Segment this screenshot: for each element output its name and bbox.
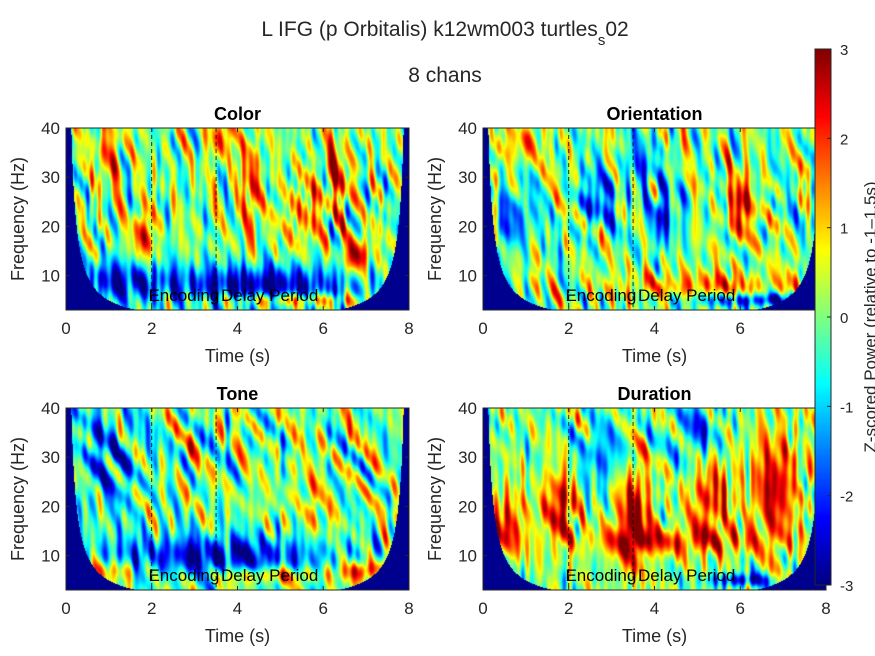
y-tick-label: 20 [458,217,477,236]
y-tick-label: 10 [41,547,60,566]
y-tick-label: 20 [41,497,60,516]
heatmap-tone [66,408,409,590]
colorbar-tick-label: 0 [840,310,848,327]
panel-tone: Encoding Delay Period 0 2 4 6 8 10 20 30 40 Tone Tim… [8,384,414,646]
figure-title-subscript: s [598,32,606,49]
colorbar-gradient [815,49,831,585]
y-tick-label: 30 [41,168,60,187]
x-tick-label: 0 [61,319,70,338]
annotation: Delay Period [638,566,735,585]
x-tick-label: 2 [147,599,156,618]
panel-color: Encoding Delay Period 0 2 4 6 8 10 20 30 40 Color Ti… [8,104,414,366]
y-tick-label: 10 [458,267,477,286]
x-tick-label: 6 [319,319,328,338]
figure-title-main: L IFG (p Orbitalis) k12wm003 turtles [261,18,598,41]
annotation: Encoding [565,286,636,305]
colorbar-tick-label: -1 [840,399,853,416]
y-tick-label: 10 [41,267,60,286]
x-tick-label: 0 [61,599,70,618]
panel-title: Orientation [606,104,702,124]
x-tick-label: 4 [650,319,659,338]
annotation: Encoding [148,286,219,305]
annotation: Delay Period [221,566,318,585]
x-axis-label: Time (s) [205,346,270,366]
y-tick-label: 40 [458,119,477,138]
heatmap-color [66,128,409,310]
x-axis-label: Time (s) [622,346,687,366]
figure-title: L IFG (p Orbitalis) k12wm003 turtless02 [261,18,628,49]
x-tick-label: 4 [650,599,659,618]
colorbar-tick-label: -2 [840,489,853,506]
y-axis-label: Frequency (Hz) [8,157,28,281]
heatmap-duration [483,408,826,590]
figure-subtitle: 8 chans [408,64,482,87]
x-tick-label: 6 [736,599,745,618]
x-axis-label: Time (s) [205,626,270,646]
y-axis-label: Frequency (Hz) [425,437,445,561]
colorbar-tick-label: -3 [840,578,853,595]
y-tick-label: 30 [41,448,60,467]
colorbar-tick-label: 3 [840,42,848,59]
colorbar-label: Z-scored Power (relative to -1–1.5s) [861,181,875,452]
y-tick-label: 40 [41,399,60,418]
y-tick-label: 10 [458,547,477,566]
annotation: Encoding [565,566,636,585]
panel-duration: Encoding Delay Period 0 2 4 6 8 10 20 30 40 Duratio… [425,384,831,646]
x-tick-label: 0 [478,599,487,618]
x-tick-label: 8 [404,319,413,338]
x-tick-label: 4 [233,599,242,618]
figure-title-tail: 02 [605,18,628,41]
heatmap-orientation [483,128,826,310]
x-tick-label: 6 [319,599,328,618]
x-tick-label: 4 [233,319,242,338]
y-tick-label: 40 [458,399,477,418]
x-axis-label: Time (s) [622,626,687,646]
y-tick-label: 20 [41,217,60,236]
y-tick-label: 40 [41,119,60,138]
y-tick-label: 20 [458,497,477,516]
panel-title: Tone [217,384,259,404]
y-tick-label: 30 [458,168,477,187]
y-axis-label: Frequency (Hz) [8,437,28,561]
colorbar: -3 -2 -1 0 1 2 3 Z-scored Power (relative to -1… [814,42,875,595]
x-tick-label: 8 [821,599,830,618]
x-tick-label: 6 [736,319,745,338]
x-tick-label: 8 [404,599,413,618]
annotation: Encoding [148,566,219,585]
y-tick-label: 30 [458,448,477,467]
annotation: Delay Period [638,286,735,305]
x-tick-label: 2 [564,319,573,338]
annotation: Delay Period [221,286,318,305]
x-tick-label: 2 [564,599,573,618]
colorbar-tick-label: 1 [840,221,848,238]
panel-title: Duration [618,384,692,404]
panel-title: Color [214,104,261,124]
y-axis-label: Frequency (Hz) [425,157,445,281]
colorbar-tick-label: 2 [840,131,848,148]
x-tick-label: 0 [478,319,487,338]
x-tick-label: 2 [147,319,156,338]
